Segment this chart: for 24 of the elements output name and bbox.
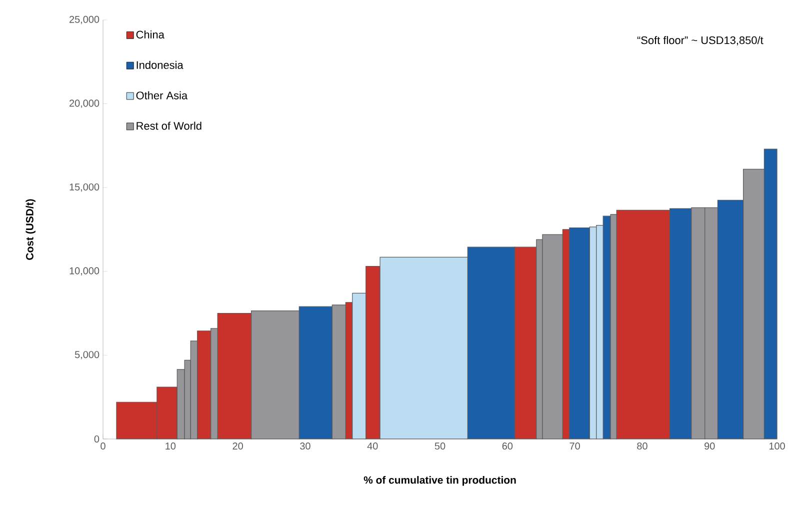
x-tick-label: 10 <box>166 442 176 450</box>
x-tick-label: 30 <box>300 442 310 450</box>
x-tick-label: 70 <box>570 442 580 450</box>
y-tick-label: 20,000 <box>70 100 100 108</box>
legend-label: Rest of World <box>136 122 202 130</box>
y-tick-label: 0 <box>94 435 100 443</box>
legend-label: Other Asia <box>136 91 188 100</box>
y-tick-label: 15,000 <box>70 183 100 192</box>
x-tick-label: 20 <box>232 442 243 450</box>
x-axis-title: % of cumulative tin production <box>364 476 516 486</box>
x-tick-label: 40 <box>367 442 378 450</box>
x-tick-label: 80 <box>637 442 648 450</box>
x-tick-label: 50 <box>434 442 446 450</box>
y-axis-title: Cost (USD/t) <box>26 199 36 260</box>
x-tick-label: 60 <box>502 442 513 450</box>
legend-label: Indonesia <box>136 60 184 69</box>
x-tick-label: 100 <box>769 442 785 450</box>
y-tick-label: 5,000 <box>74 351 100 360</box>
x-tick-label: 0 <box>100 442 106 450</box>
x-tick-label: 90 <box>704 442 715 450</box>
annotation: “Soft floor” ~ USD13,850/t <box>637 36 764 46</box>
y-tick-label: 10,000 <box>70 267 100 276</box>
legend-label: China <box>136 30 164 39</box>
y-tick-label: 25,000 <box>70 16 100 24</box>
